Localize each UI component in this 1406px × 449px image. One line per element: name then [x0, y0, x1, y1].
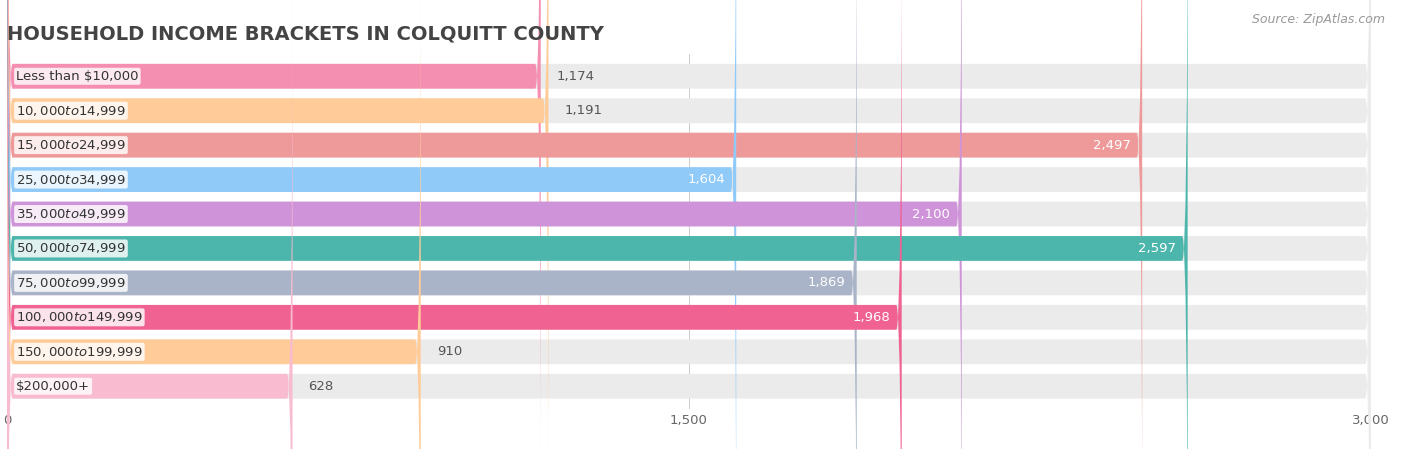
FancyBboxPatch shape	[7, 0, 1371, 449]
FancyBboxPatch shape	[7, 0, 1371, 449]
Text: $50,000 to $74,999: $50,000 to $74,999	[15, 242, 125, 255]
Text: $15,000 to $24,999: $15,000 to $24,999	[15, 138, 125, 152]
Text: $75,000 to $99,999: $75,000 to $99,999	[15, 276, 125, 290]
Text: HOUSEHOLD INCOME BRACKETS IN COLQUITT COUNTY: HOUSEHOLD INCOME BRACKETS IN COLQUITT CO…	[7, 25, 605, 44]
Text: $35,000 to $49,999: $35,000 to $49,999	[15, 207, 125, 221]
FancyBboxPatch shape	[7, 0, 420, 449]
Text: 1,604: 1,604	[688, 173, 725, 186]
FancyBboxPatch shape	[7, 0, 1371, 449]
Text: $150,000 to $199,999: $150,000 to $199,999	[15, 345, 142, 359]
Text: 2,100: 2,100	[912, 207, 950, 220]
Text: 628: 628	[308, 380, 333, 393]
FancyBboxPatch shape	[7, 0, 1371, 449]
FancyBboxPatch shape	[7, 0, 548, 449]
Text: Less than $10,000: Less than $10,000	[15, 70, 139, 83]
Text: $200,000+: $200,000+	[15, 380, 90, 393]
FancyBboxPatch shape	[7, 0, 737, 449]
FancyBboxPatch shape	[7, 0, 541, 449]
FancyBboxPatch shape	[7, 0, 1371, 449]
Text: 1,174: 1,174	[557, 70, 595, 83]
Text: 2,497: 2,497	[1092, 139, 1130, 152]
FancyBboxPatch shape	[7, 0, 856, 449]
Text: 1,191: 1,191	[564, 104, 602, 117]
Text: 1,968: 1,968	[852, 311, 890, 324]
Text: $100,000 to $149,999: $100,000 to $149,999	[15, 310, 142, 324]
Text: 2,597: 2,597	[1139, 242, 1177, 255]
FancyBboxPatch shape	[7, 0, 1371, 449]
Text: 1,869: 1,869	[807, 277, 845, 290]
Text: 910: 910	[437, 345, 463, 358]
FancyBboxPatch shape	[7, 0, 1142, 449]
FancyBboxPatch shape	[7, 0, 1188, 449]
FancyBboxPatch shape	[7, 0, 962, 449]
FancyBboxPatch shape	[7, 0, 901, 449]
FancyBboxPatch shape	[7, 0, 1371, 449]
FancyBboxPatch shape	[7, 0, 1371, 449]
FancyBboxPatch shape	[7, 0, 1371, 449]
FancyBboxPatch shape	[7, 0, 292, 449]
Text: $25,000 to $34,999: $25,000 to $34,999	[15, 172, 125, 187]
FancyBboxPatch shape	[7, 0, 1371, 449]
Text: $10,000 to $14,999: $10,000 to $14,999	[15, 104, 125, 118]
Text: Source: ZipAtlas.com: Source: ZipAtlas.com	[1251, 13, 1385, 26]
